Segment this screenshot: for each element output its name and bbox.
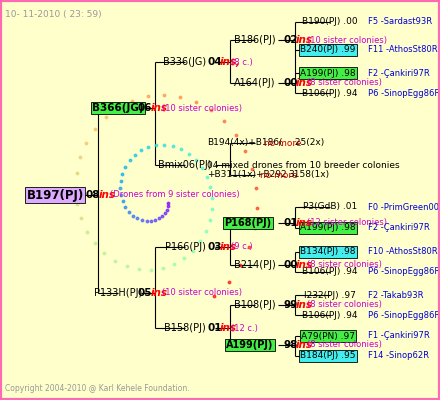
Text: 01: 01 bbox=[207, 323, 221, 333]
Text: 10- 11-2010 ( 23: 59): 10- 11-2010 ( 23: 59) bbox=[5, 10, 102, 19]
Text: B240(PJ) .99: B240(PJ) .99 bbox=[301, 46, 356, 54]
Text: no more: no more bbox=[260, 170, 297, 180]
Text: F11 -AthosSt80R: F11 -AthosSt80R bbox=[368, 46, 438, 54]
Text: B106(PJ) .94: B106(PJ) .94 bbox=[302, 310, 358, 320]
Text: ins: ins bbox=[296, 35, 313, 45]
Text: B190(PJ) .00: B190(PJ) .00 bbox=[302, 18, 358, 26]
Text: (12 sister colonies): (12 sister colonies) bbox=[307, 218, 387, 228]
Text: (8 sister colonies): (8 sister colonies) bbox=[307, 340, 382, 350]
Text: B336(JG): B336(JG) bbox=[163, 57, 206, 67]
Text: P3(GdB) .01: P3(GdB) .01 bbox=[303, 202, 357, 212]
Text: B108(PJ): B108(PJ) bbox=[234, 300, 276, 310]
Text: P168(PJ): P168(PJ) bbox=[224, 218, 271, 228]
Text: (8 sister colonies): (8 sister colonies) bbox=[307, 78, 382, 88]
Text: F10 -AthosSt80R: F10 -AthosSt80R bbox=[368, 248, 438, 256]
Text: 01: 01 bbox=[283, 218, 297, 228]
Text: 00: 00 bbox=[283, 78, 297, 88]
Text: B194(4x)+B186(: B194(4x)+B186( bbox=[207, 138, 282, 148]
Text: F5 -Sardast93R: F5 -Sardast93R bbox=[368, 18, 432, 26]
Text: ins: ins bbox=[151, 103, 168, 113]
Text: P166(PJ): P166(PJ) bbox=[165, 242, 205, 252]
Text: 03: 03 bbox=[207, 242, 221, 252]
Text: (8 sister colonies): (8 sister colonies) bbox=[307, 300, 382, 310]
Text: F14 -Sinop62R: F14 -Sinop62R bbox=[368, 352, 429, 360]
Text: B106(PJ) .94: B106(PJ) .94 bbox=[302, 268, 358, 276]
Text: A164(PJ): A164(PJ) bbox=[234, 78, 276, 88]
Text: 3158(1x): 3158(1x) bbox=[288, 170, 329, 180]
Text: ins: ins bbox=[151, 288, 168, 298]
Text: 02: 02 bbox=[283, 35, 297, 45]
Text: (10 sister colonies): (10 sister colonies) bbox=[307, 36, 387, 44]
Text: no more: no more bbox=[264, 138, 301, 148]
Text: F0 -PrimGreen00: F0 -PrimGreen00 bbox=[368, 202, 439, 212]
Text: B134(PJ) .98: B134(PJ) .98 bbox=[300, 248, 356, 256]
Text: 04: 04 bbox=[207, 57, 222, 67]
Text: (12 c.): (12 c.) bbox=[231, 324, 258, 332]
Text: ins: ins bbox=[220, 242, 237, 252]
Text: (10 sister colonies): (10 sister colonies) bbox=[162, 288, 242, 298]
Text: B214(PJ): B214(PJ) bbox=[234, 260, 276, 270]
Text: ins: ins bbox=[296, 218, 313, 228]
Text: A199(PJ): A199(PJ) bbox=[226, 340, 274, 350]
Text: F2 -Çankiri97R: F2 -Çankiri97R bbox=[368, 224, 430, 232]
Text: +B311(1x)+B292: +B311(1x)+B292 bbox=[207, 170, 286, 180]
Text: 05: 05 bbox=[138, 288, 153, 298]
Text: ins: ins bbox=[99, 190, 116, 200]
Text: ins: ins bbox=[220, 323, 237, 333]
Text: Copyright 2004-2010 @ Karl Kehele Foundation.: Copyright 2004-2010 @ Karl Kehele Founda… bbox=[5, 384, 190, 393]
Text: Bmix06(PJ): Bmix06(PJ) bbox=[158, 160, 212, 170]
Text: ins: ins bbox=[296, 78, 313, 88]
Text: B184(PJ) .95: B184(PJ) .95 bbox=[300, 352, 356, 360]
Text: ins: ins bbox=[296, 300, 313, 310]
Text: 98: 98 bbox=[283, 340, 297, 350]
Text: P133H(PJ): P133H(PJ) bbox=[94, 288, 142, 298]
Text: P6 -SinopEgg86R: P6 -SinopEgg86R bbox=[368, 88, 440, 98]
Text: (9 c.): (9 c.) bbox=[231, 242, 253, 252]
Text: P6 -SinopEgg86R: P6 -SinopEgg86R bbox=[368, 310, 440, 320]
Text: 08: 08 bbox=[86, 190, 100, 200]
Text: I232(PJ) .97: I232(PJ) .97 bbox=[304, 290, 356, 300]
Text: 04 mixed drones from 10 breeder colonies: 04 mixed drones from 10 breeder colonies bbox=[207, 160, 400, 170]
Text: P6 -SinopEgg86R: P6 -SinopEgg86R bbox=[368, 268, 440, 276]
Text: 00: 00 bbox=[283, 260, 297, 270]
Text: A79(PN) .97: A79(PN) .97 bbox=[301, 332, 355, 340]
Text: 25(2x): 25(2x) bbox=[292, 138, 324, 148]
Text: B158(PJ): B158(PJ) bbox=[164, 323, 206, 333]
Text: ins,: ins, bbox=[220, 57, 241, 67]
Text: (Drones from 9 sister colonies): (Drones from 9 sister colonies) bbox=[110, 190, 240, 200]
Text: F2 -Takab93R: F2 -Takab93R bbox=[368, 290, 423, 300]
Text: (8 sister colonies): (8 sister colonies) bbox=[307, 260, 382, 270]
Text: ins: ins bbox=[296, 340, 313, 350]
Text: ins: ins bbox=[296, 260, 313, 270]
Text: B366(JG): B366(JG) bbox=[92, 103, 144, 113]
Text: (8 c.): (8 c.) bbox=[231, 58, 253, 66]
Text: B197(PJ): B197(PJ) bbox=[26, 188, 84, 202]
Text: 99: 99 bbox=[283, 300, 297, 310]
Text: F2 -Çankiri97R: F2 -Çankiri97R bbox=[368, 68, 430, 78]
Text: A199(PJ) .98: A199(PJ) .98 bbox=[300, 224, 356, 232]
Text: 06: 06 bbox=[138, 103, 153, 113]
Text: A199(PJ) .98: A199(PJ) .98 bbox=[300, 68, 356, 78]
Text: (10 sister colonies): (10 sister colonies) bbox=[162, 104, 242, 112]
Text: B186(PJ): B186(PJ) bbox=[234, 35, 276, 45]
Text: F1 -Çankiri97R: F1 -Çankiri97R bbox=[368, 332, 430, 340]
Text: B106(PJ) .94: B106(PJ) .94 bbox=[302, 88, 358, 98]
